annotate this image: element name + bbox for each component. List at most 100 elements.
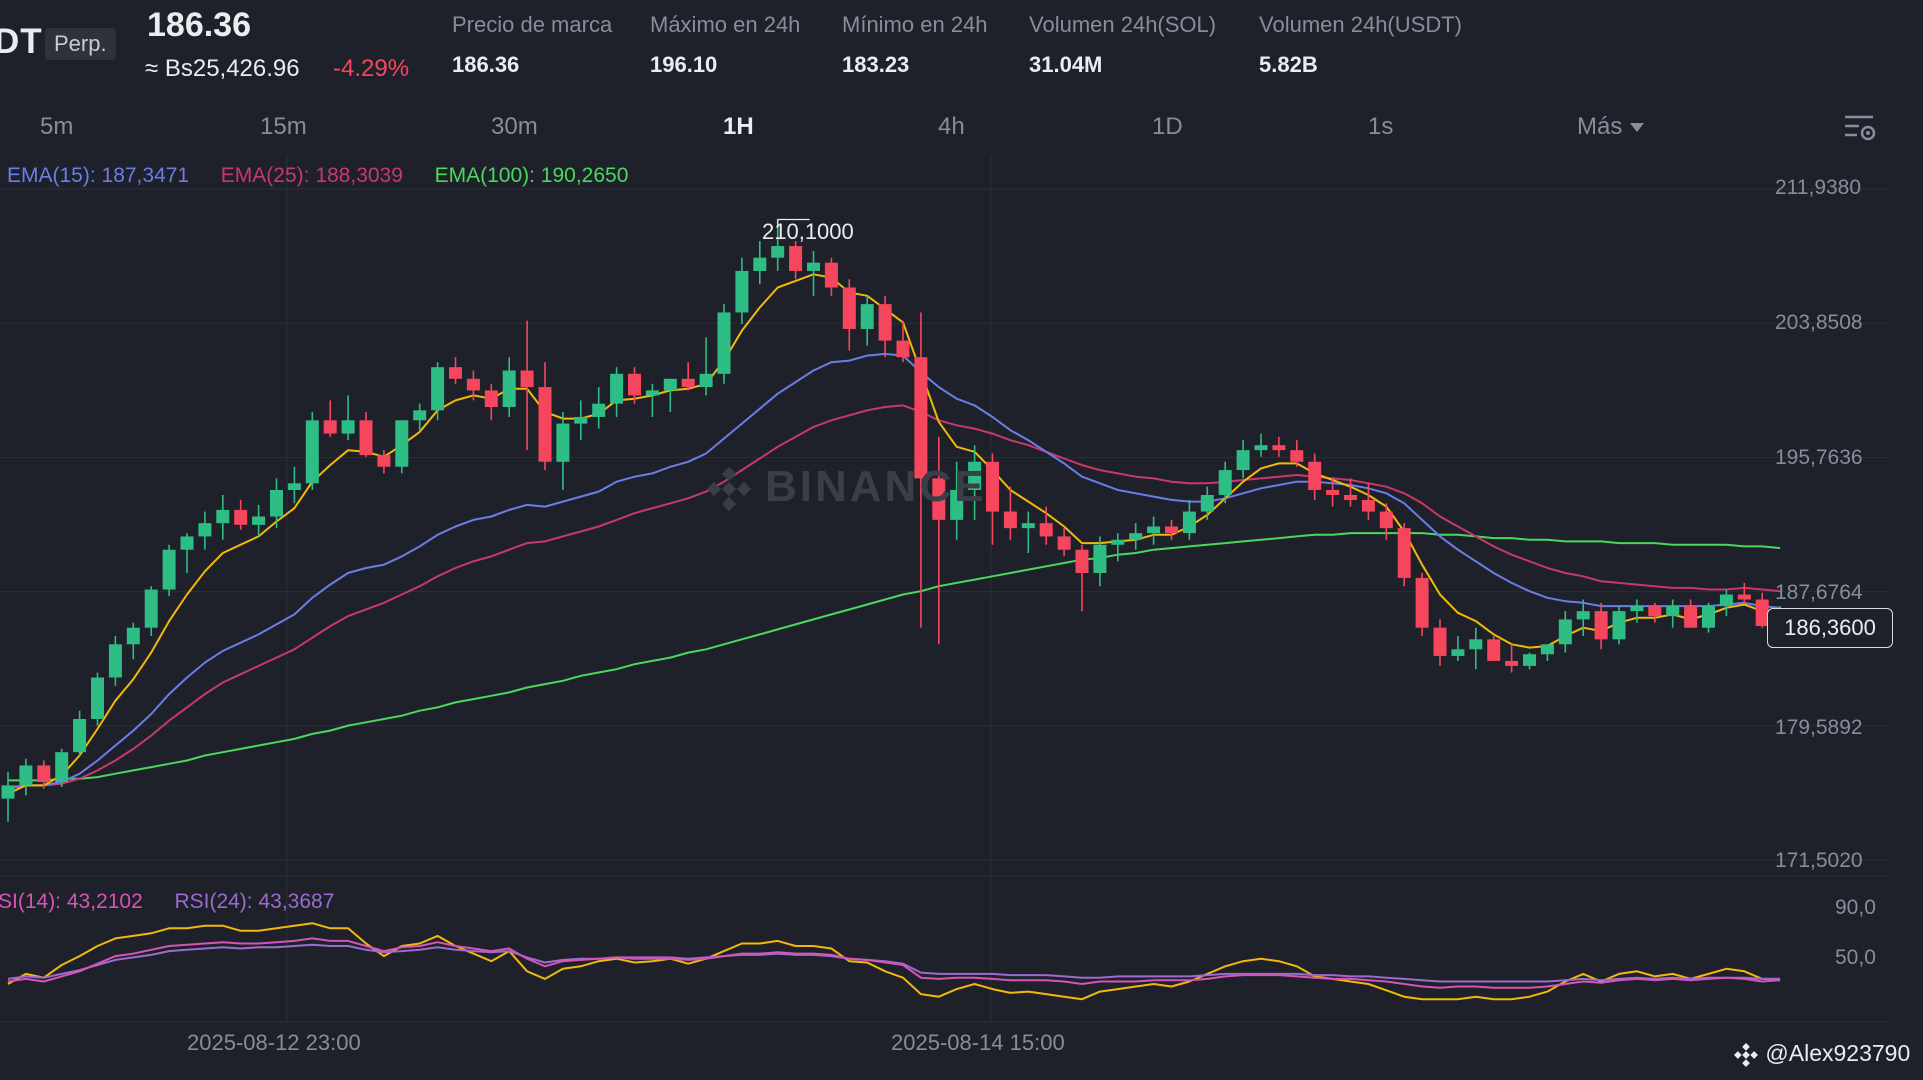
candle-body <box>144 589 158 628</box>
fiat-price: ≈ Bs25,426.96 <box>145 55 300 82</box>
candle-body <box>431 367 445 411</box>
stat-value: 31.04M <box>1029 52 1103 77</box>
stat-24h-high: Máximo en 24h 196.10 <box>650 12 800 78</box>
ema-legend: EMA(15): 187,3471 EMA(25): 188,3039 EMA(… <box>7 164 628 188</box>
candle-body <box>484 390 498 408</box>
candle-body <box>681 378 695 388</box>
candle-body <box>878 304 892 341</box>
rsi-axis-tick: 90,0 <box>1835 896 1876 919</box>
candle-body <box>126 627 140 645</box>
candle-body <box>1344 494 1357 500</box>
candle-body <box>914 357 928 479</box>
more-label: Más <box>1577 113 1623 140</box>
candle-body <box>19 765 33 786</box>
rsi24-line <box>7 943 1781 983</box>
interval-tabs: 5m 15m 30m 1H 4h 1D 1s Más <box>0 108 1923 148</box>
ema25-line <box>7 404 1781 788</box>
tab-4h[interactable]: 4h <box>938 113 965 140</box>
candle-body <box>198 523 212 537</box>
candle-body <box>1487 639 1501 661</box>
candle-body <box>1719 594 1733 607</box>
tab-30m[interactable]: 30m <box>491 113 538 140</box>
candle-body <box>1272 445 1286 451</box>
candle-body <box>1523 654 1536 666</box>
candle-body <box>1612 611 1626 640</box>
candle-body <box>771 246 785 258</box>
stat-label: Mínimo en 24h <box>842 12 988 37</box>
candle-body <box>162 549 176 590</box>
candle-body <box>37 765 51 783</box>
peak-marker <box>777 218 810 228</box>
candle-body <box>108 644 122 678</box>
candle-body <box>1361 499 1375 512</box>
stat-mark-price: Precio de marca 186.36 <box>452 12 612 78</box>
candle-body <box>1057 536 1071 550</box>
candle-body <box>1451 649 1465 656</box>
candle-body <box>520 370 534 388</box>
candle-body <box>1540 644 1554 655</box>
symbol-label[interactable]: DT <box>0 22 43 61</box>
x-axis-label: 2025-08-12 23:00 <box>187 1030 361 1055</box>
candle-body <box>1576 611 1590 620</box>
candle-body <box>1147 526 1161 534</box>
candle-body <box>1737 594 1751 600</box>
y-axis-tick: 171,5020 <box>1775 849 1863 872</box>
perp-badge: Perp. <box>45 28 116 60</box>
candle-body <box>502 370 516 408</box>
change-percent: -4.29% <box>333 55 410 82</box>
candle-body <box>305 420 319 484</box>
current-price-tag: 186,3600 <box>1767 608 1893 648</box>
tab-1s[interactable]: 1s <box>1368 113 1394 140</box>
candle-body <box>1111 539 1125 545</box>
candle-body <box>1165 526 1178 534</box>
candle-body <box>1755 599 1769 627</box>
binance-logo-icon <box>706 466 752 512</box>
tab-5m[interactable]: 5m <box>40 113 74 140</box>
tab-1h[interactable]: 1H <box>723 113 754 140</box>
chart-settings-icon[interactable] <box>1843 113 1877 143</box>
candle-body <box>663 378 677 391</box>
candles-group <box>1 219 1787 822</box>
candle-body <box>1039 523 1053 537</box>
candle-body <box>1415 577 1429 628</box>
stat-value: 186.36 <box>452 52 520 77</box>
candle-body <box>1254 445 1268 451</box>
stat-label: Volumen 24h(SOL) <box>1029 12 1217 37</box>
footer-user: @Alex923790 <box>1733 1040 1910 1068</box>
stat-label: Volumen 24h(USDT) <box>1259 12 1462 37</box>
y-axis-tick: 195,7636 <box>1775 446 1863 469</box>
candle-body <box>1290 450 1304 462</box>
last-price: 186.36 <box>147 6 251 44</box>
ema15-line-group <box>7 352 1781 790</box>
ema25-legend: EMA(25): 188,3039 <box>220 164 403 187</box>
stat-label: Precio de marca <box>452 12 613 37</box>
more-dropdown[interactable]: Más <box>1577 113 1645 141</box>
candle-body <box>1630 606 1644 612</box>
candle-body <box>574 416 588 424</box>
rsi-legend: SI(14): 43,2102 RSI(24): 43,3687 <box>0 890 334 914</box>
tab-15m[interactable]: 15m <box>260 113 307 140</box>
stat-24h-volume-sol: Volumen 24h(SOL) 31.04M <box>1029 12 1216 78</box>
rsi-group <box>7 922 1781 1001</box>
candle-body <box>789 246 803 271</box>
candle-body <box>55 752 69 783</box>
candle-body <box>645 390 659 396</box>
rsi14-line <box>7 937 1781 989</box>
candle-body <box>1200 494 1214 512</box>
candle-body <box>824 262 838 288</box>
candle-body <box>377 455 391 467</box>
candle-body <box>359 420 373 456</box>
candle-body <box>216 509 230 524</box>
ema100-line-group <box>8 532 1781 782</box>
candle-body <box>1433 627 1447 656</box>
candle-body <box>180 536 194 550</box>
candle-body <box>1648 606 1662 617</box>
ticker-header: DT Perp. 186.36 ≈ Bs25,426.96 -4.29% Pre… <box>0 0 1923 100</box>
y-axis-tick: 187,6764 <box>1775 581 1863 604</box>
candle-body <box>556 423 570 462</box>
candle-body <box>449 367 462 379</box>
footer-username: @Alex923790 <box>1765 1040 1911 1066</box>
candle-body <box>1075 549 1089 573</box>
tab-1d[interactable]: 1D <box>1152 113 1183 140</box>
